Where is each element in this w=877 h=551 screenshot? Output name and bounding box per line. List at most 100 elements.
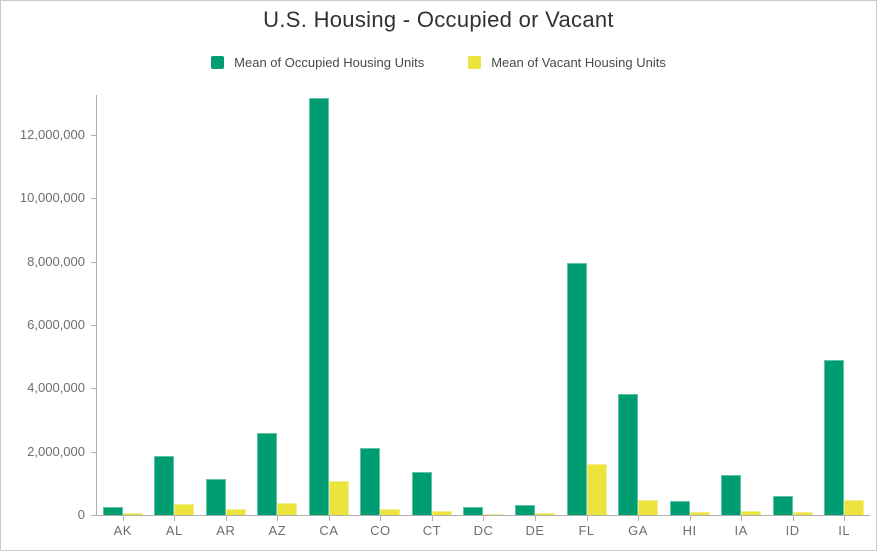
x-axis-label-id: ID: [785, 523, 800, 538]
bar-occupied-hi[interactable]: [669, 501, 690, 515]
x-axis-tick: [380, 516, 382, 521]
legend-swatch-icon: [468, 56, 482, 69]
bar-vacant-id[interactable]: [792, 512, 813, 515]
legend-swatch-icon: [211, 56, 225, 69]
bar-occupied-ct[interactable]: [411, 472, 432, 515]
x-axis-label-ct: CT: [422, 523, 442, 538]
bar-group-ct: [406, 95, 458, 521]
bar-vacant-il[interactable]: [844, 500, 865, 515]
bar-vacant-hi[interactable]: [689, 512, 710, 515]
y-axis-tick: [91, 325, 97, 326]
y-axis-label: 10,000,000: [19, 190, 85, 205]
bar-vacant-ct[interactable]: [431, 511, 452, 515]
x-axis-tick: [431, 516, 433, 521]
x-axis-tick: [689, 516, 691, 521]
x-axis-label-de: DE: [525, 523, 545, 538]
y-axis-tick: [91, 515, 97, 516]
chart-title: U.S. Housing - Occupied or Vacant: [263, 7, 614, 32]
y-axis-label: 4,000,000: [27, 380, 85, 395]
legend-label: Mean of Occupied Housing Units: [234, 55, 425, 70]
bar-group-al: [149, 95, 201, 521]
x-axis-label-az: AZ: [268, 523, 287, 538]
x-axis-label-al: AL: [165, 523, 183, 538]
bar-vacant-az[interactable]: [277, 503, 298, 515]
bar-occupied-ak[interactable]: [102, 507, 123, 515]
bar-vacant-fl[interactable]: [586, 464, 607, 515]
bar-vacant-de[interactable]: [535, 513, 556, 515]
x-axis-tick: [586, 516, 588, 521]
bar-occupied-ca[interactable]: [308, 98, 329, 515]
x-axis-labels: AK AL AR AZ CA CO CT DC DE FL GA HI IA ID IL: [97, 523, 870, 538]
x-axis-label-co: CO: [370, 523, 391, 538]
x-axis-label-ar: AR: [216, 523, 236, 538]
bar-occupied-fl[interactable]: [566, 263, 587, 515]
bar-group-ia: [715, 95, 767, 521]
bar-occupied-id[interactable]: [772, 496, 793, 515]
bar-group-co: [355, 95, 407, 521]
y-axis-line: [96, 95, 97, 516]
y-axis-tick: [91, 198, 97, 199]
x-axis-tick: [328, 516, 330, 521]
bar-group-az: [252, 95, 304, 521]
bar-vacant-ca[interactable]: [328, 481, 349, 515]
y-axis-label: 8,000,000: [27, 254, 85, 269]
x-axis-label-dc: DC: [473, 523, 494, 538]
bar-vacant-ga[interactable]: [638, 500, 659, 515]
bar-group-dc: [458, 95, 510, 521]
bar-group-ga: [612, 95, 664, 521]
x-axis-label-hi: HI: [682, 523, 697, 538]
bar-vacant-ar[interactable]: [225, 509, 246, 515]
y-axis-label: 2,000,000: [27, 444, 85, 459]
x-axis-tick: [741, 516, 743, 521]
x-axis-tick: [225, 516, 227, 521]
x-axis-label-il: IL: [838, 523, 851, 538]
x-axis-tick: [792, 516, 794, 521]
bar-group-ak: [97, 95, 149, 521]
plot-area: [97, 95, 870, 521]
legend-item-occupied[interactable]: Mean of Occupied Housing Units: [211, 55, 424, 70]
bar-occupied-co[interactable]: [360, 448, 381, 515]
x-axis-tick: [174, 516, 176, 521]
bar-occupied-il[interactable]: [824, 360, 845, 515]
bar-group-il: [818, 95, 870, 521]
x-axis-line: [96, 515, 870, 516]
bar-vacant-al[interactable]: [174, 504, 195, 515]
bar-vacant-ak[interactable]: [122, 513, 143, 515]
legend: Mean of Occupied Housing Units Mean of Va…: [1, 55, 876, 70]
x-axis-tick: [638, 516, 640, 521]
x-axis-label-ga: GA: [628, 523, 648, 538]
bar-group-ca: [303, 95, 355, 521]
bar-vacant-dc[interactable]: [483, 514, 504, 515]
bar-occupied-de[interactable]: [515, 505, 536, 515]
bar-group-hi: [664, 95, 716, 521]
x-axis-tick: [535, 516, 537, 521]
x-axis-tick: [483, 516, 485, 521]
y-axis-label: 6,000,000: [27, 317, 85, 332]
bar-occupied-ar[interactable]: [205, 479, 226, 515]
y-axis-label: 0: [77, 507, 85, 522]
bar-vacant-co[interactable]: [380, 509, 401, 515]
x-axis-label-ia: IA: [734, 523, 748, 538]
x-axis-tick: [277, 516, 279, 521]
x-axis-label-fl: FL: [578, 523, 595, 538]
bar-occupied-az[interactable]: [257, 433, 278, 515]
bar-occupied-dc[interactable]: [463, 507, 484, 515]
bar-occupied-ga[interactable]: [618, 394, 639, 515]
bar-group-ar: [200, 95, 252, 521]
x-axis-tick: [122, 516, 124, 521]
bar-group-fl: [561, 95, 613, 521]
bar-occupied-al[interactable]: [154, 456, 175, 515]
bar-vacant-ia[interactable]: [741, 511, 762, 515]
y-axis-tick: [91, 262, 97, 263]
x-axis-label-ca: CA: [319, 523, 339, 538]
y-axis-tick: [91, 135, 97, 136]
bar-occupied-ia[interactable]: [721, 475, 742, 515]
legend-item-vacant[interactable]: Mean of Vacant Housing Units: [468, 55, 666, 70]
bar-group-id: [767, 95, 819, 521]
bar-group-de: [509, 95, 561, 521]
x-axis-label-ak: AK: [113, 523, 132, 538]
y-axis-tick: [91, 388, 97, 389]
legend-label: Mean of Vacant Housing Units: [491, 55, 666, 70]
x-axis-tick: [844, 516, 846, 521]
